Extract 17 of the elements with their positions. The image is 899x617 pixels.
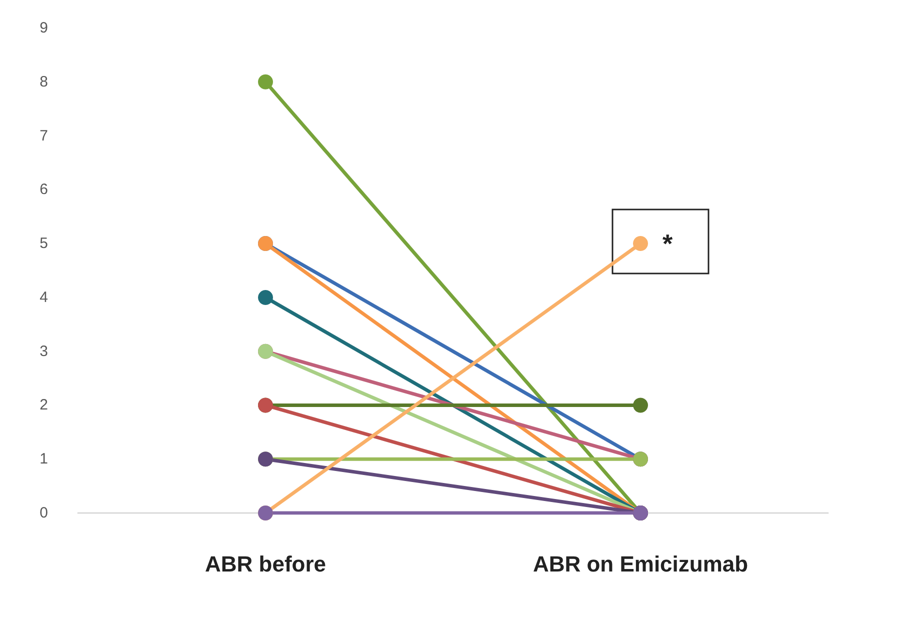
y-tick-label: 4 xyxy=(40,288,48,306)
y-tick-label: 3 xyxy=(40,342,48,360)
y-tick-label: 9 xyxy=(40,20,48,36)
y-tick-label: 2 xyxy=(40,396,48,414)
point xyxy=(258,290,273,305)
y-tick-label: 5 xyxy=(40,235,48,252)
point xyxy=(258,74,273,90)
annotation: * xyxy=(662,228,674,259)
point xyxy=(633,398,648,413)
y-tick-label: 1 xyxy=(40,450,48,468)
y-tick-label: 0 xyxy=(40,504,48,522)
y-tick-label: 8 xyxy=(40,73,48,90)
x-tick-label: ABR on Emicizumab xyxy=(532,552,748,576)
y-tick-label: 6 xyxy=(40,181,48,198)
x-tick-label: ABR before xyxy=(204,552,326,576)
point xyxy=(633,236,648,252)
y-tick-label: 7 xyxy=(40,127,48,144)
